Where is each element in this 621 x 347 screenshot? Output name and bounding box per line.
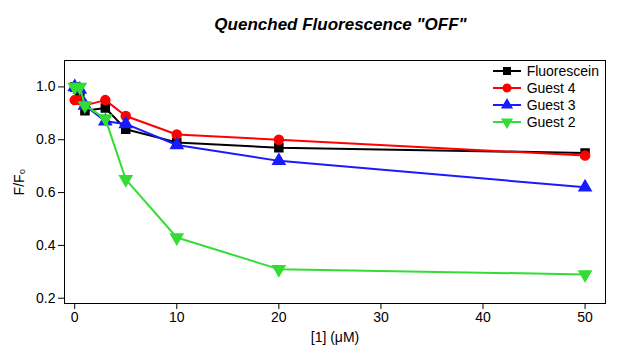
html-text:Fluorescein: Fluorescein <box>526 62 599 79</box>
svg-text:10: 10 <box>169 309 185 325</box>
svg-text:30: 30 <box>373 309 389 325</box>
svg-text:0.6: 0.6 <box>36 184 56 200</box>
svg-text:[1] (μM): [1] (μM) <box>311 329 360 345</box>
svg-text:0.2: 0.2 <box>36 290 56 306</box>
svg-text:20: 20 <box>271 309 287 325</box>
svg-text:50: 50 <box>577 309 593 325</box>
svg-text:F/F₀: F/F₀ <box>11 168 27 195</box>
svg-text:1.0: 1.0 <box>36 78 56 94</box>
html-text:Guest 4: Guest 4 <box>526 79 576 96</box>
svg-text:40: 40 <box>475 309 491 325</box>
html-text:Guest 3: Guest 3 <box>526 96 576 113</box>
html-text:Quenched Fluorescence "OFF": Quenched Fluorescence "OFF" <box>214 15 467 34</box>
svg-text:0: 0 <box>71 309 79 325</box>
svg-text:0.4: 0.4 <box>36 237 56 253</box>
svg-text:0.8: 0.8 <box>36 131 56 147</box>
html-text:Guest 2: Guest 2 <box>526 113 576 130</box>
